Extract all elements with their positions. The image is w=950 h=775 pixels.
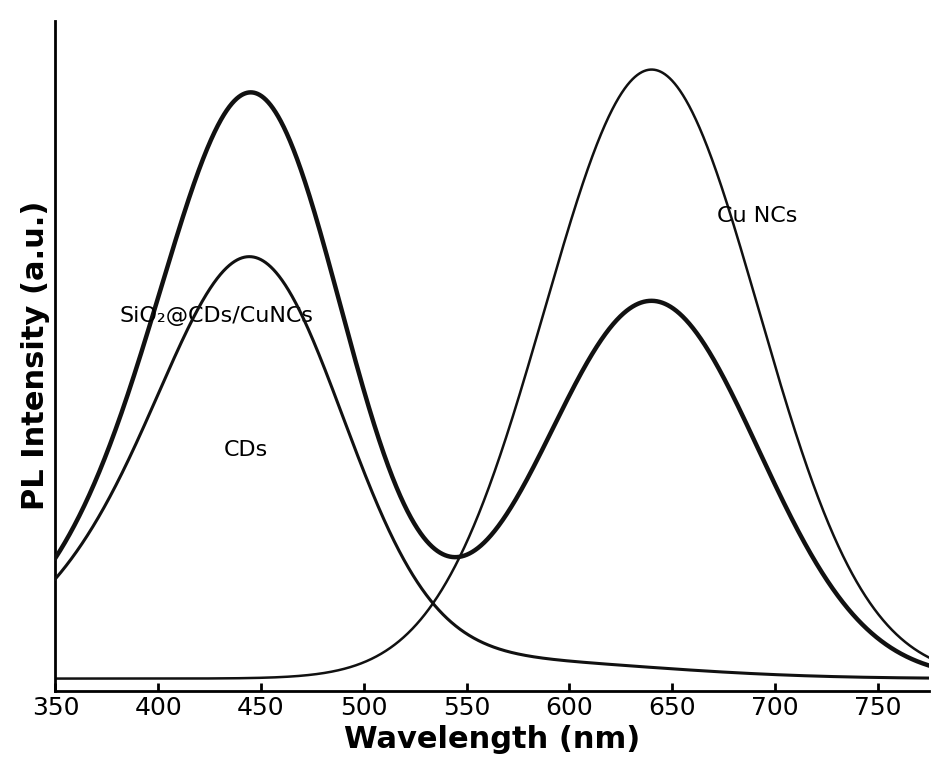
Text: SiO₂@CDs/CuNCs: SiO₂@CDs/CuNCs	[119, 306, 314, 326]
X-axis label: Wavelength (nm): Wavelength (nm)	[344, 725, 640, 754]
Text: CDs: CDs	[224, 440, 268, 460]
Text: Cu NCs: Cu NCs	[717, 205, 798, 226]
Y-axis label: PL Intensity (a.u.): PL Intensity (a.u.)	[21, 201, 49, 511]
